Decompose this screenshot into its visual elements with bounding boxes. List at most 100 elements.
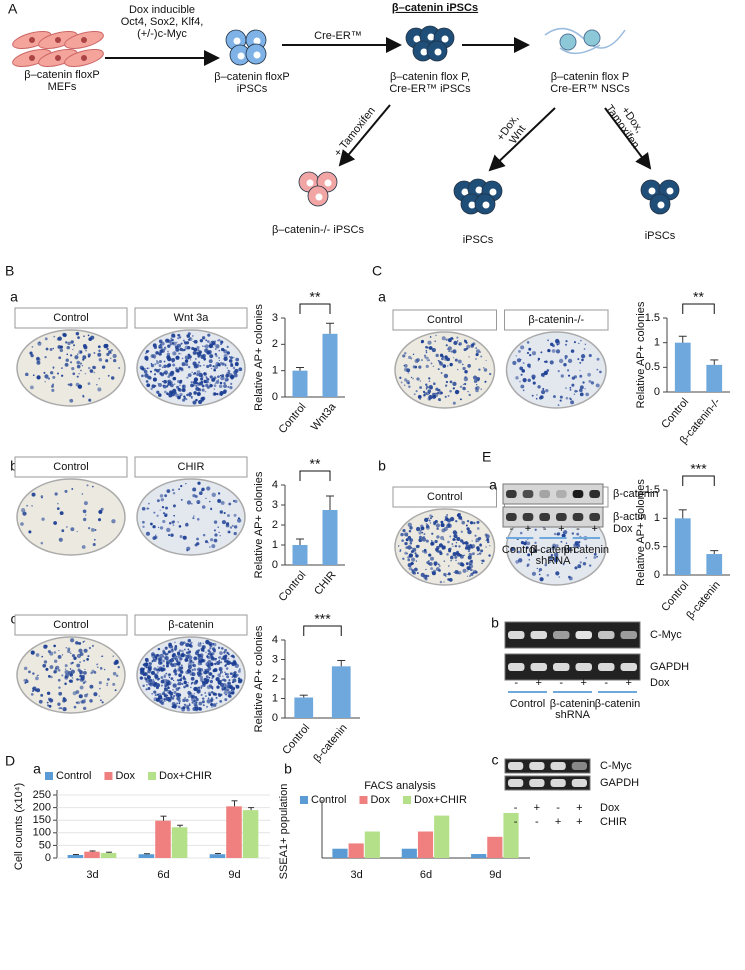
colony — [218, 359, 220, 362]
colony — [49, 665, 54, 669]
colony — [154, 363, 157, 366]
colony — [211, 492, 216, 497]
colony — [553, 558, 559, 563]
colony — [473, 379, 478, 383]
colony — [176, 683, 179, 686]
colony — [585, 392, 589, 397]
colony — [158, 677, 160, 680]
colony — [156, 514, 159, 517]
colony — [107, 374, 110, 377]
colony — [462, 568, 467, 573]
colony — [159, 699, 164, 705]
panel-label: D — [5, 753, 15, 769]
colony — [465, 562, 469, 566]
colony — [570, 349, 575, 353]
colony — [49, 698, 54, 703]
colony — [93, 538, 96, 541]
nucleus — [482, 201, 490, 209]
colony — [223, 690, 228, 695]
colony — [162, 512, 166, 515]
colony — [110, 349, 113, 352]
node-label: MEFs — [48, 81, 77, 93]
colony — [444, 515, 448, 519]
lane-label: + — [591, 523, 597, 535]
colony — [486, 540, 490, 544]
colony — [215, 696, 218, 699]
colony — [550, 342, 554, 347]
colony — [32, 374, 35, 377]
colony — [476, 384, 478, 386]
colony — [146, 507, 149, 510]
colony — [221, 686, 226, 691]
colony — [432, 365, 435, 367]
colony — [235, 362, 238, 365]
colony — [157, 648, 160, 651]
colony — [145, 666, 148, 669]
colony — [230, 691, 234, 695]
colony — [78, 648, 83, 653]
colony — [217, 375, 220, 379]
node-label: iPSCs — [463, 234, 494, 246]
colony — [467, 529, 472, 535]
colony — [402, 354, 406, 358]
colony — [455, 559, 457, 562]
gel-band — [575, 663, 592, 671]
colony — [167, 356, 172, 362]
lane-label: + — [555, 816, 561, 828]
colony — [159, 653, 164, 658]
colony — [452, 530, 457, 535]
colony — [145, 688, 148, 691]
dish — [136, 478, 246, 556]
bar — [242, 810, 259, 858]
nucleus — [427, 33, 435, 41]
colony — [428, 394, 433, 400]
colony — [165, 672, 168, 675]
gel-band — [571, 762, 587, 770]
colony — [452, 545, 454, 547]
colony — [198, 361, 201, 364]
colony — [525, 540, 528, 543]
colony — [143, 672, 147, 676]
colony — [101, 701, 104, 704]
colony — [197, 656, 201, 660]
colony — [206, 350, 211, 355]
lane-label: - — [509, 523, 513, 535]
nucleus — [468, 201, 476, 209]
colony — [197, 502, 200, 504]
colony — [212, 703, 217, 707]
colony — [205, 675, 209, 679]
colony — [184, 359, 189, 363]
colony — [165, 664, 169, 668]
colony — [417, 395, 422, 399]
colony — [453, 538, 456, 540]
colony — [70, 340, 74, 344]
colony — [176, 702, 178, 704]
colony — [82, 394, 85, 397]
colony — [30, 650, 35, 655]
colony — [92, 543, 96, 547]
colony — [84, 372, 87, 375]
colony — [217, 526, 219, 528]
colony — [206, 685, 211, 690]
arrow — [338, 104, 391, 167]
node-label: β–catenin floxP — [24, 69, 99, 81]
colony — [235, 684, 240, 689]
colony — [183, 680, 187, 685]
bar — [348, 843, 364, 858]
colony — [208, 343, 213, 349]
colony — [470, 572, 474, 576]
colony — [212, 365, 215, 368]
colony — [593, 552, 597, 556]
y-tick-label: 1 — [272, 539, 278, 551]
colony — [195, 363, 200, 368]
colony — [579, 385, 584, 390]
colony — [209, 382, 211, 384]
gel-band — [553, 663, 570, 671]
colony — [76, 364, 81, 369]
colony — [424, 517, 429, 523]
colony — [443, 526, 448, 532]
sub-label: c — [11, 611, 18, 627]
colony — [217, 339, 219, 342]
condition-label: Dox — [600, 802, 620, 814]
